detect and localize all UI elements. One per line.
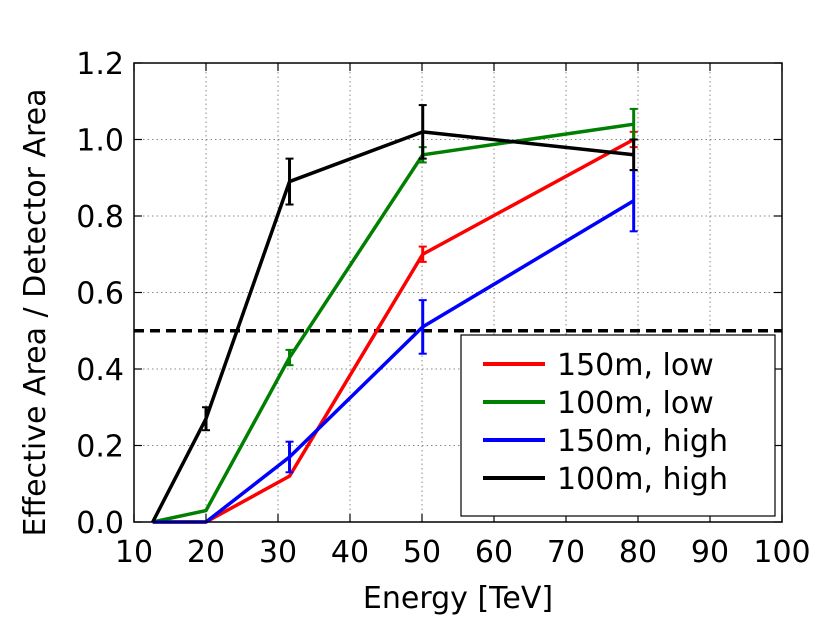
x-tick-label: 30 bbox=[259, 535, 297, 570]
legend-label: 100m, high bbox=[557, 462, 728, 497]
x-tick-label: 20 bbox=[187, 535, 225, 570]
y-tick-label: 1.2 bbox=[76, 47, 124, 82]
x-axis-title: Energy [TeV] bbox=[363, 581, 553, 616]
x-tick-label: 80 bbox=[619, 535, 657, 570]
x-tick-label: 40 bbox=[331, 535, 369, 570]
x-tick-label: 70 bbox=[547, 535, 585, 570]
y-tick-label: 0.6 bbox=[76, 277, 124, 312]
x-tick-label: 10 bbox=[115, 535, 153, 570]
legend-label: 100m, low bbox=[557, 386, 714, 421]
x-tick-label: 100 bbox=[753, 535, 810, 570]
x-tick-label: 50 bbox=[403, 535, 441, 570]
y-tick-label: 0.4 bbox=[76, 353, 124, 388]
y-tick-label: 1.0 bbox=[76, 124, 124, 159]
x-tick-label: 90 bbox=[691, 535, 729, 570]
y-tick-label: 0.8 bbox=[76, 200, 124, 235]
y-axis-title: Effective Area / Detector Area bbox=[18, 89, 53, 537]
ticks: 10 20 30 40 50 60 70 80 90 100 0.0 0.2 0.4 0.6 0.8 1.0 1… bbox=[76, 47, 810, 570]
series-4 bbox=[151, 104, 638, 523]
y-tick-label: 0.2 bbox=[76, 430, 124, 465]
y-tick-label: 0.0 bbox=[76, 506, 124, 541]
x-tick-label: 60 bbox=[475, 535, 513, 570]
legend-label: 150m, high bbox=[557, 424, 728, 459]
legend-label: 150m, low bbox=[557, 348, 714, 383]
